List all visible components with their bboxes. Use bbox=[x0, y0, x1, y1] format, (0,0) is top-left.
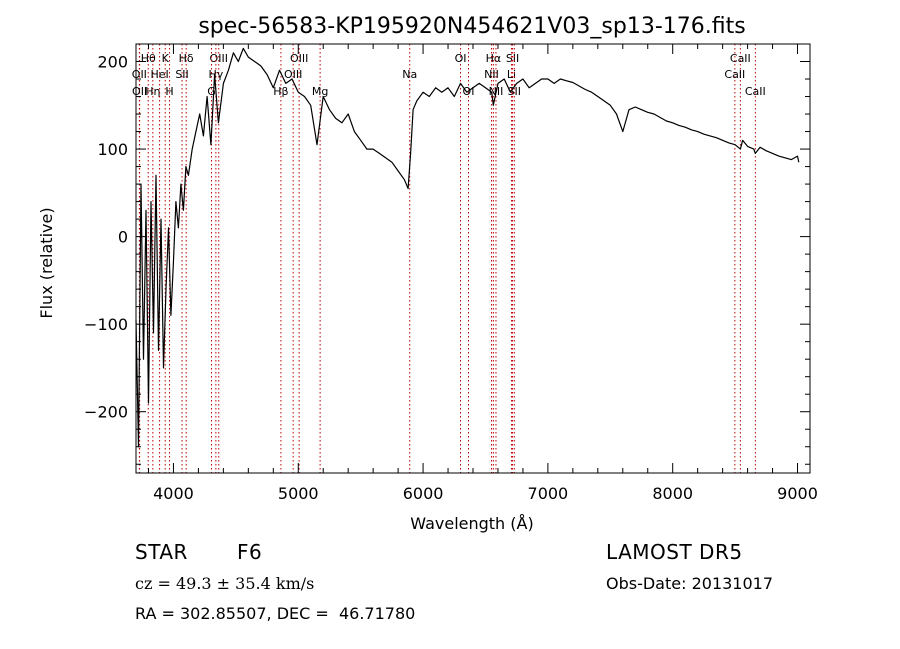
line-label-21: NII bbox=[484, 68, 499, 81]
line-label-16: Na bbox=[402, 68, 417, 81]
line-label-26: CaII bbox=[724, 68, 745, 81]
line-label-22: Li bbox=[507, 68, 516, 81]
spectrum-series bbox=[135, 47, 800, 448]
line-label-24: SII bbox=[508, 85, 521, 98]
line-label-10: Hγ bbox=[208, 68, 223, 81]
object-type: STAR bbox=[135, 540, 188, 564]
object-subclass: F6 bbox=[237, 540, 263, 564]
line-label-4: K bbox=[162, 52, 170, 65]
plot-axes: 4000 5000 6000 7000 8000 9000 −200 −100 0 100 200 bbox=[84, 43, 818, 503]
line-label-9: OIII bbox=[210, 52, 228, 65]
line-label-12: OIII bbox=[290, 52, 308, 65]
line-label-11: G bbox=[207, 85, 216, 98]
line-label-17: OI bbox=[455, 52, 467, 65]
y-tick-label-3: 100 bbox=[97, 140, 128, 159]
line-label-25: CaII bbox=[730, 52, 751, 65]
y-axis-label: Flux (relative) bbox=[37, 207, 56, 318]
line-label-14: Hβ bbox=[273, 85, 288, 98]
x-tick-label-5: 9000 bbox=[777, 484, 818, 503]
y-tick-label-2: 0 bbox=[118, 228, 128, 247]
line-label-13: OIII bbox=[284, 68, 302, 81]
line-label-8: SII bbox=[175, 68, 188, 81]
x-tick-label-2: 6000 bbox=[403, 484, 444, 503]
y-tick-label-1: −100 bbox=[84, 315, 128, 334]
x-tick-label-4: 8000 bbox=[652, 484, 693, 503]
line-label-7: Hδ bbox=[179, 52, 194, 65]
y-tick-label-0: −200 bbox=[84, 403, 128, 422]
x-axis-label: Wavelength (Å) bbox=[410, 514, 533, 533]
line-label-15: Mg bbox=[312, 85, 328, 98]
line-label-3: Hη bbox=[145, 85, 160, 98]
line-label-20: SII bbox=[506, 52, 519, 65]
observation-date: Obs-Date: 20131017 bbox=[606, 574, 774, 593]
plot-frame bbox=[135, 43, 811, 474]
line-label-27: CaII bbox=[745, 85, 766, 98]
sky-coordinates: RA = 302.85507, DEC = 46.71780 bbox=[135, 604, 416, 623]
spectrum-line bbox=[135, 47, 800, 448]
line-label-6: H bbox=[165, 85, 173, 98]
x-tick-label-1: 5000 bbox=[278, 484, 319, 503]
x-tick-label-3: 7000 bbox=[528, 484, 569, 503]
x-tick-label-0: 4000 bbox=[153, 484, 194, 503]
line-label-0: Hθ bbox=[141, 52, 156, 65]
redshift-velocity: cz = 49.3 ± 35.4 km/s bbox=[135, 574, 315, 593]
line-label-5: HeI bbox=[150, 68, 168, 81]
line-label-19: Hα bbox=[486, 52, 502, 65]
y-tick-label-4: 200 bbox=[97, 53, 128, 72]
chart-title: spec-56583-KP195920N454621V03_sp13-176.f… bbox=[198, 14, 745, 39]
survey-name: LAMOST DR5 bbox=[606, 540, 743, 564]
